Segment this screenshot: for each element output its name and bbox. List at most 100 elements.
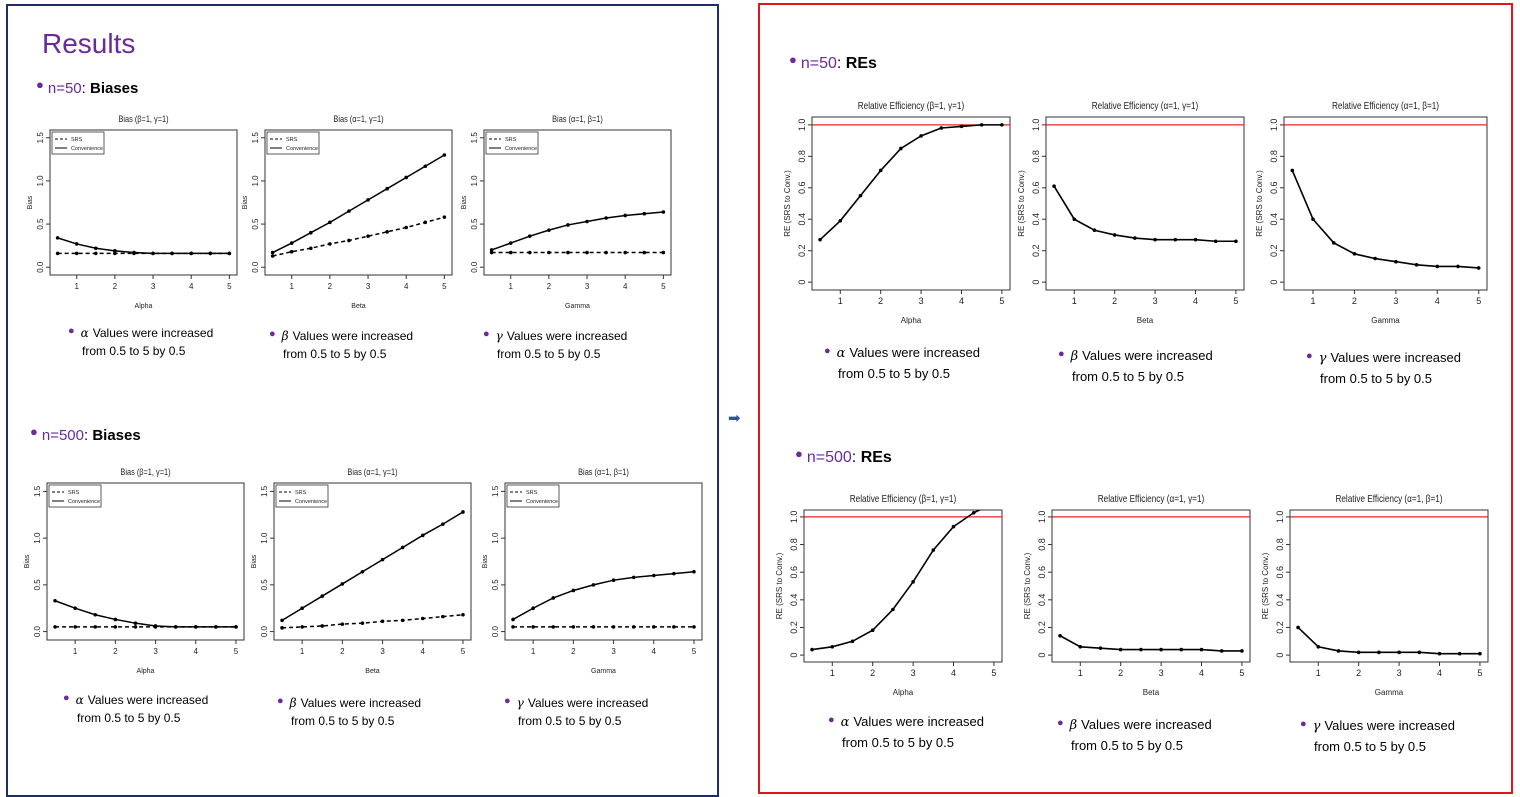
- data-point: [810, 647, 814, 652]
- data-point: [566, 250, 570, 255]
- y-tick-label: 1.0: [33, 532, 42, 544]
- data-point: [623, 213, 628, 218]
- y-tick-label: 0: [1031, 280, 1041, 285]
- plot-frame: [811, 116, 1011, 291]
- data-point: [1373, 256, 1377, 261]
- data-point: [1417, 650, 1422, 655]
- data-point: [551, 596, 556, 600]
- data-point: [951, 524, 956, 529]
- bullet-icon: ●: [1306, 350, 1313, 362]
- series-group: [53, 598, 238, 629]
- data-point: [1213, 239, 1218, 244]
- x-tick-label: 1: [74, 282, 79, 291]
- data-point: [1377, 650, 1381, 655]
- note-line2: from 0.5 to 5 by 0.5: [1071, 738, 1184, 753]
- data-point: [132, 250, 136, 255]
- note-line1: Values were increased: [1324, 718, 1455, 733]
- data-point: [1356, 650, 1361, 655]
- x-tick-label: 1: [830, 668, 835, 678]
- note-line1: Values were increased: [87, 693, 209, 707]
- srs-line: [272, 216, 445, 257]
- series-group: [489, 210, 666, 255]
- y-tick-label: 0.5: [491, 579, 500, 591]
- series-group: [1058, 633, 1244, 653]
- x-axis-label: Gamma: [591, 668, 616, 675]
- y-axis-label: RE (SRS to Conv.): [1261, 552, 1270, 619]
- data-point: [170, 251, 174, 256]
- y-tick-label: 0.2: [1275, 621, 1285, 634]
- y-tick-label: 0: [789, 653, 799, 658]
- y-tick-label: 0.0: [491, 625, 500, 637]
- data-point: [531, 606, 535, 611]
- y-tick-label: 1.0: [470, 175, 479, 187]
- x-tick-label: 1: [531, 647, 536, 656]
- data-point: [423, 164, 428, 169]
- data-point: [611, 625, 616, 629]
- data-point: [651, 573, 656, 578]
- chart-title: Relative Efficiency (β=1, γ=1): [858, 100, 964, 111]
- right-arrow-icon: ➡: [728, 410, 741, 427]
- x-tick-label: 5: [1476, 296, 1481, 306]
- data-point: [623, 250, 628, 255]
- data-point: [461, 510, 465, 514]
- x-tick-label: 5: [461, 647, 466, 656]
- legend-label: Convenience: [68, 499, 100, 505]
- data-point: [380, 557, 385, 562]
- section-n-label: n=500: [806, 449, 852, 466]
- data-point: [692, 569, 696, 574]
- data-point: [1476, 266, 1481, 270]
- data-point: [566, 223, 570, 227]
- x-axis-label: Alpha: [893, 688, 914, 697]
- x-tick-label: 3: [380, 647, 385, 656]
- y-tick-label: 1.0: [491, 532, 500, 544]
- legend-label: SRS: [505, 137, 517, 143]
- y-tick-label: 0.5: [260, 579, 269, 591]
- y-tick-label: 0.4: [789, 594, 799, 607]
- data-point: [591, 625, 596, 629]
- y-tick-label: 0.6: [797, 182, 807, 195]
- data-point: [1290, 168, 1295, 173]
- x-tick-label: 5: [442, 282, 447, 291]
- section-label: REs: [845, 55, 877, 72]
- chart-re-gamma-n500: Relative Efficiency (α=1, β=1) 0 0.2 0.4 0.6…: [1261, 493, 1489, 697]
- note-symbol: β: [289, 696, 297, 710]
- chart-bias-alpha-n500: Bias (β=1, γ=1) 0.0 0.5 1.0 1.5 1 2 3 4 5 Alpha Bia…: [24, 467, 245, 675]
- data-point: [74, 242, 79, 246]
- y-tick-label: 1.0: [260, 532, 269, 544]
- data-point: [1092, 228, 1097, 233]
- data-point: [1234, 239, 1238, 244]
- data-point: [1193, 237, 1198, 242]
- data-point: [1118, 647, 1123, 652]
- data-point: [320, 594, 325, 598]
- data-point: [911, 580, 915, 584]
- y-tick-label: 0: [1275, 653, 1285, 658]
- data-point: [360, 569, 365, 574]
- x-tick-label: 3: [1159, 668, 1164, 678]
- x-tick-label: 5: [661, 282, 666, 291]
- x-tick-label: 2: [328, 282, 333, 291]
- data-point: [173, 625, 178, 629]
- data-point: [672, 625, 676, 629]
- convenience-line: [811, 510, 982, 651]
- data-point: [919, 134, 923, 138]
- y-tick-label: 0.0: [251, 261, 260, 273]
- convenience-line: [281, 511, 464, 622]
- y-tick-label: 0.5: [36, 218, 45, 230]
- series-group: [818, 123, 1004, 242]
- data-point: [113, 251, 117, 256]
- section-label: Biases: [90, 80, 139, 97]
- x-axis-label: Gamma: [1371, 316, 1400, 325]
- y-tick-label: 1.0: [797, 119, 807, 132]
- series-group: [511, 569, 696, 629]
- data-point: [508, 241, 513, 245]
- x-tick-label: 1: [1310, 296, 1315, 306]
- x-tick-label: 4: [951, 668, 956, 678]
- x-axis-label: Beta: [365, 668, 380, 675]
- bullet-icon: ●: [828, 714, 835, 726]
- legend: SRS Convenience: [51, 131, 105, 155]
- data-point: [55, 251, 60, 256]
- data-point: [227, 251, 232, 256]
- x-tick-label: 5: [1239, 668, 1244, 678]
- y-tick-label: 0: [1269, 280, 1279, 285]
- chart-bias-gamma-n50: Bias (α=1, β=1) 0.0 0.5 1.0 1.5 1 2 3 4 5 Gamma Bia…: [461, 114, 672, 310]
